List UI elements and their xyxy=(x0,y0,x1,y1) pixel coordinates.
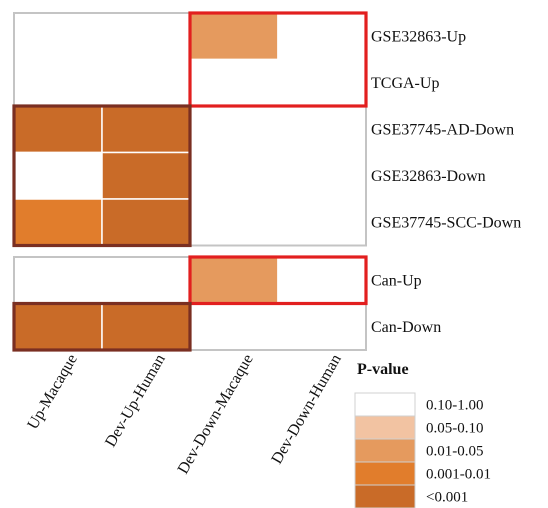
legend-label-2: 0.01-0.05 xyxy=(426,444,484,460)
heatmap-cell-p0-r3-c2 xyxy=(189,151,279,200)
heatmap-cell-p0-r2-c1 xyxy=(101,105,191,154)
heatmap-cell-p1-r0-c1 xyxy=(101,256,191,305)
heatmap-cell-p0-r0-c1 xyxy=(101,12,191,61)
heatmap-cell-p0-r2-c2 xyxy=(189,105,279,154)
heatmap-cell-p1-r1-c1 xyxy=(101,302,191,351)
column-label-2: Dev-Down-Macaque xyxy=(175,352,257,477)
highlight-box-p1-0 xyxy=(188,255,368,306)
column-label-0: Up-Macaque xyxy=(24,352,80,433)
row-label-can-down: Can-Down xyxy=(371,319,441,336)
heatmap-cell-p1-r1-c0 xyxy=(13,302,103,351)
legend-swatch-2 xyxy=(354,438,416,463)
legend-swatch-3 xyxy=(354,461,416,486)
highlight-box-p0-0 xyxy=(188,11,368,108)
column-label-3: Dev-Down-Human xyxy=(268,352,344,467)
highlight-box-p1-1 xyxy=(12,301,192,352)
heatmap-cell-p0-r3-c3 xyxy=(277,151,367,200)
row-label-gse32863-down: GSE32863-Down xyxy=(371,168,486,185)
row-label-tcga-up: TCGA-Up xyxy=(371,75,439,92)
heatmap-cell-p0-r4-c0 xyxy=(13,198,103,247)
heatmap-cell-p0-r1-c0 xyxy=(13,58,103,107)
heatmap-cell-p1-r1-c2 xyxy=(189,302,279,351)
heatmap-cell-p0-r0-c2 xyxy=(189,12,279,61)
heatmap-cell-p0-r0-c3 xyxy=(277,12,367,61)
heatmap-cell-p1-r0-c3 xyxy=(277,256,367,305)
row-label-gse32863-up: GSE32863-Up xyxy=(371,28,466,45)
heatmap-cell-p1-r1-c3 xyxy=(277,302,367,351)
heatmap-cell-p0-r3-c1 xyxy=(101,151,191,200)
legend-title: P-value xyxy=(357,361,409,378)
row-label-gse37745-ad-down: GSE37745-AD-Down xyxy=(371,121,514,138)
row-label-gse37745-scc-down: GSE37745-SCC-Down xyxy=(371,214,521,231)
heatmap-cell-p1-r0-c0 xyxy=(13,256,103,305)
legend-label-0: 0.10-1.00 xyxy=(426,398,484,414)
legend-swatch-4 xyxy=(354,484,416,508)
column-label-1: Dev-Up-Human xyxy=(102,352,169,451)
legend-label-1: 0.05-0.10 xyxy=(426,421,484,437)
heatmap-cell-p0-r4-c3 xyxy=(277,198,367,247)
heatmap-cell-p0-r0-c0 xyxy=(13,12,103,61)
heatmap-cell-p0-r1-c3 xyxy=(277,58,367,107)
legend-swatch-0 xyxy=(354,392,416,417)
legend-swatch-1 xyxy=(354,415,416,440)
heatmap-cell-p0-r1-c1 xyxy=(101,58,191,107)
highlight-box-p0-1 xyxy=(12,104,192,248)
heatmap-cell-p0-r3-c0 xyxy=(13,151,103,200)
legend-label-3: 0.001-0.01 xyxy=(426,467,491,483)
heatmap-cell-p0-r4-c2 xyxy=(189,198,279,247)
heatmap-cell-p0-r1-c2 xyxy=(189,58,279,107)
heatmap-cell-p0-r2-c3 xyxy=(277,105,367,154)
heatmap-cell-p0-r2-c0 xyxy=(13,105,103,154)
legend-label-4: <0.001 xyxy=(426,490,468,506)
heatmap-cell-p0-r4-c1 xyxy=(101,198,191,247)
heatmap-cell-p1-r0-c2 xyxy=(189,256,279,305)
row-label-can-up: Can-Up xyxy=(371,272,422,289)
